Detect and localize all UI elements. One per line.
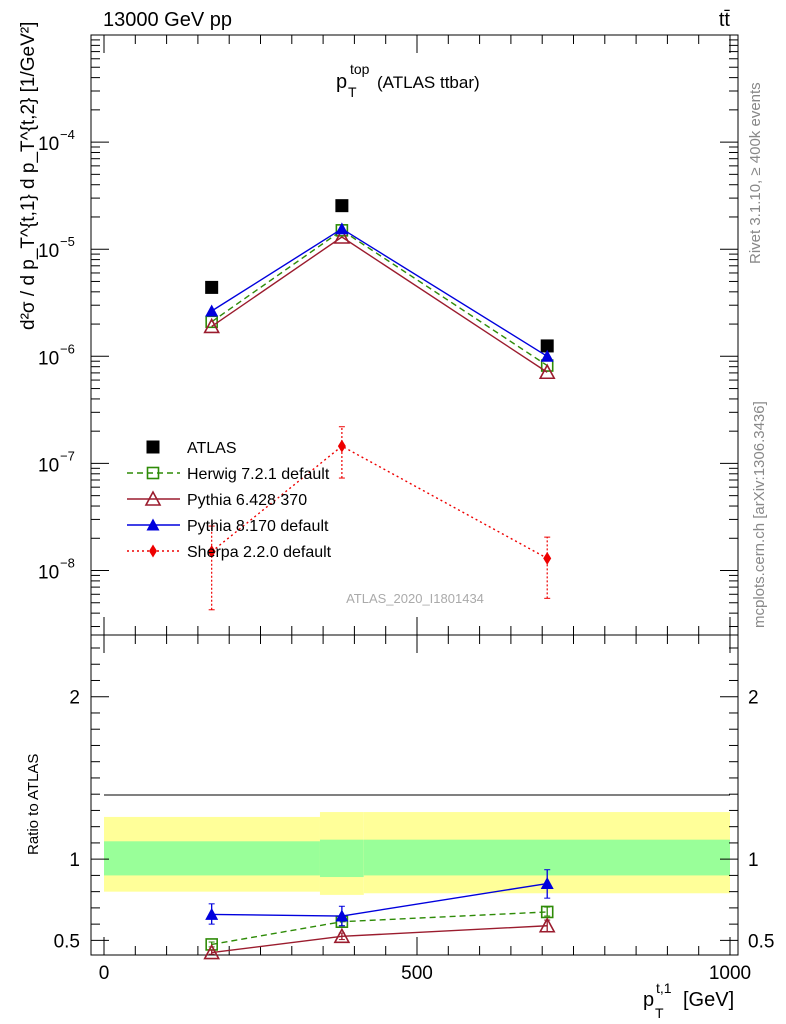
data-point xyxy=(205,280,219,294)
data-point xyxy=(540,349,554,362)
header-process-label: tt̄ xyxy=(719,9,731,31)
ratio-y-tick-label: 1 xyxy=(69,850,80,871)
ratio-data-point xyxy=(335,909,349,922)
data-point xyxy=(205,304,219,317)
main-y-tick-label: 10 −7 xyxy=(38,448,75,476)
x-label-subscript: T xyxy=(655,1005,664,1021)
data-point xyxy=(337,439,346,453)
legend-entry-pythia6: Pythia 6.428 370 xyxy=(127,490,307,509)
title-subscript: T xyxy=(348,84,357,100)
main-plot-title: p top T (ATLAS ttbar) xyxy=(336,61,480,100)
main-y-tick-exponent: −8 xyxy=(60,556,75,571)
ratio-y-tick-label-right: 2 xyxy=(748,688,759,709)
ratio-y-axis-label: Ratio to ATLAS xyxy=(25,754,42,855)
series-sherpa xyxy=(207,426,552,611)
main-y-tick-exponent: −6 xyxy=(60,341,75,356)
series-pythia8 xyxy=(205,222,554,362)
series-line xyxy=(211,445,548,559)
data-point xyxy=(538,363,556,380)
main-y-tick-base: 10 xyxy=(38,563,59,584)
mcplots-reference-label: mcplots.cern.ch [arXiv:1306.3436] xyxy=(751,401,768,628)
main-y-tick-exponent: −5 xyxy=(60,234,75,249)
legend-label: ATLAS xyxy=(187,440,237,457)
inner-uncertainty-band xyxy=(319,839,364,878)
main-panel: 10−810−710−610−510−4 p top T (ATLAS ttba… xyxy=(18,22,739,636)
legend-marker xyxy=(144,490,162,506)
legend-entry-sherpa: Sherpa 2.2.0 default xyxy=(127,544,332,561)
legend-entry-atlas: ATLAS xyxy=(146,440,237,457)
ratio-series-pythia8 xyxy=(205,869,554,927)
ratio-data-point xyxy=(538,917,556,933)
x-label-superscript: t,1 xyxy=(656,980,672,996)
main-y-tick-labels: 10−810−710−610−510−4 xyxy=(38,127,75,583)
data-point xyxy=(335,199,349,213)
ratio-series-line xyxy=(211,925,548,954)
main-y-tick-base: 10 xyxy=(38,348,59,369)
main-y-tick-label: 10 −4 xyxy=(38,127,75,155)
x-tick-label: 0 xyxy=(99,963,110,984)
x-tick-label: 1000 xyxy=(709,963,751,984)
x-label-unit: [GeV] xyxy=(683,989,734,1011)
legend: ATLAS Herwig 7.2.1 default Pythia 6.428 37… xyxy=(127,440,332,561)
legend-entry-pythia8: Pythia 8.170 default xyxy=(127,518,329,535)
ratio-data-point xyxy=(205,907,219,920)
ratio-uncertainty-bands xyxy=(104,812,730,895)
x-tick-label: 500 xyxy=(401,963,433,984)
ratio-data-point xyxy=(203,943,221,960)
ratio-data-point xyxy=(540,877,554,890)
series-pythia6 xyxy=(203,228,556,380)
main-y-axis-label: d²σ / d p_T^{t,1} d p_T^{t,2} [1/GeV²] xyxy=(18,22,39,330)
title-main: p xyxy=(336,71,347,93)
header-collision-label: 13000 GeV pp xyxy=(103,9,232,31)
ratio-y-tick-label-right: 0.5 xyxy=(748,931,774,952)
data-point xyxy=(335,222,349,235)
main-axis-ticks xyxy=(91,34,738,635)
x-axis-label: p t,1 T [GeV] xyxy=(643,980,734,1021)
title-superscript: top xyxy=(350,61,370,77)
title-rest: (ATLAS ttbar) xyxy=(377,73,480,92)
legend-marker xyxy=(146,466,160,480)
legend-marker xyxy=(149,544,157,558)
series-herwig xyxy=(205,224,554,372)
ratio-tick-labels: 0.5 0.5 1 1 2 2 0 500 1000 xyxy=(54,688,775,984)
data-point xyxy=(540,339,554,353)
series-line xyxy=(211,236,548,373)
main-series-layer xyxy=(203,199,556,611)
legend-label: Pythia 6.428 370 xyxy=(187,492,307,509)
ratio-series-layer xyxy=(203,869,556,960)
main-y-tick-base: 10 xyxy=(38,241,59,262)
ratio-y-tick-label-right: 1 xyxy=(748,850,759,871)
data-point xyxy=(543,551,552,565)
main-y-tick-label: 10 −6 xyxy=(38,341,75,369)
x-label-main: p xyxy=(643,989,654,1011)
rivet-version-label: Rivet 3.1.10, ≥ 400k events xyxy=(747,82,764,264)
main-y-tick-label: 10 −5 xyxy=(38,234,75,262)
legend-label: Pythia 8.170 default xyxy=(187,518,329,535)
main-y-tick-base: 10 xyxy=(38,134,59,155)
main-y-tick-exponent: −4 xyxy=(60,127,75,142)
ratio-y-tick-label: 2 xyxy=(69,688,80,709)
legend-entry-herwig: Herwig 7.2.1 default xyxy=(127,466,330,483)
ratio-plot-frame xyxy=(90,634,739,956)
ratio-panel: 0.5 0.5 1 1 2 2 0 500 1000 Ratio to ATLAS p t,1 … xyxy=(25,634,775,1021)
ratio-axis-ticks xyxy=(91,635,738,955)
legend-marker xyxy=(146,440,160,454)
data-point xyxy=(333,228,351,244)
legend-marker xyxy=(146,518,160,531)
ratio-series-pythia6 xyxy=(203,917,556,960)
series-atlas xyxy=(205,199,554,353)
legend-label: Sherpa 2.2.0 default xyxy=(187,544,332,561)
ratio-data-point xyxy=(333,927,351,944)
main-y-tick-exponent: −7 xyxy=(60,448,75,463)
main-y-tick-label: 10 −8 xyxy=(38,556,75,584)
legend-label: Herwig 7.2.1 default xyxy=(187,466,330,483)
data-point xyxy=(207,545,216,559)
inner-uncertainty-band xyxy=(104,841,320,876)
series-line xyxy=(211,229,548,367)
ratio-y-tick-label: 0.5 xyxy=(54,931,80,952)
analysis-watermark: ATLAS_2020_I1801434 xyxy=(346,591,484,606)
data-point xyxy=(203,317,221,334)
main-y-tick-base: 10 xyxy=(38,455,59,476)
